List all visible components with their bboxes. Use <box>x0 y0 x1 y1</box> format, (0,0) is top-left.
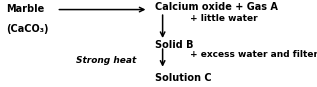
Text: Solution C: Solution C <box>155 73 211 83</box>
Text: (CaCO₃): (CaCO₃) <box>6 24 48 34</box>
Text: Calcium oxide + Gas A: Calcium oxide + Gas A <box>155 2 278 12</box>
Text: + little water: + little water <box>190 14 258 23</box>
Text: Solid B: Solid B <box>155 40 193 50</box>
Text: + excess water and filter: + excess water and filter <box>190 50 317 59</box>
Text: Marble: Marble <box>6 4 44 14</box>
Text: Strong heat: Strong heat <box>76 56 136 65</box>
